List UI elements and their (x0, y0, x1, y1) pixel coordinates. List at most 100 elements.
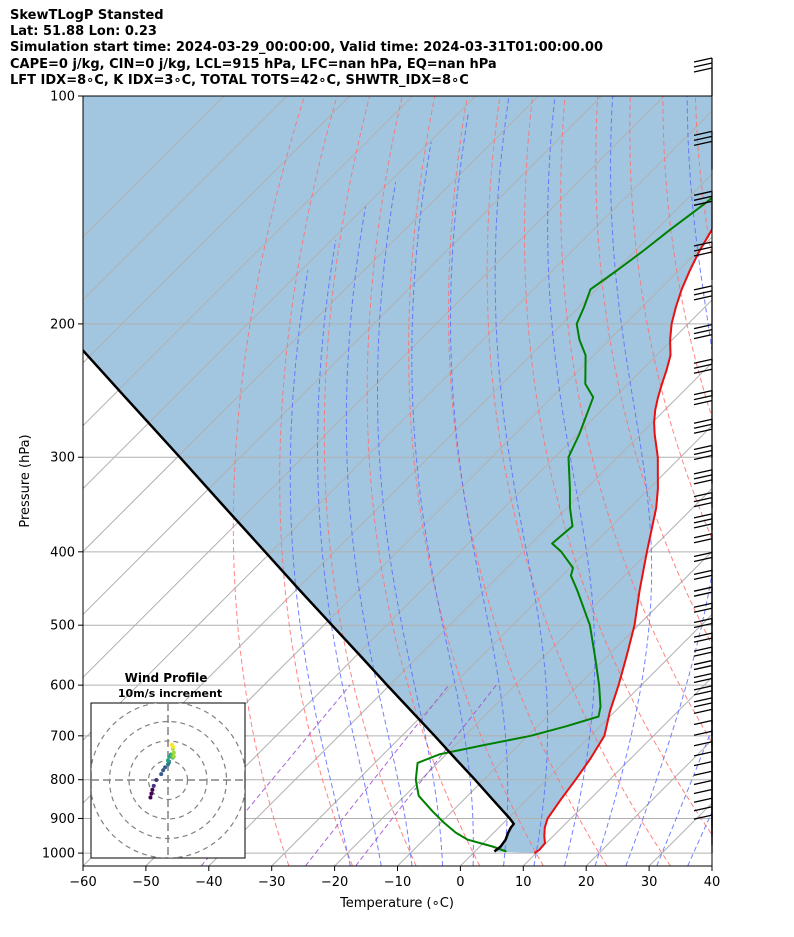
wind-barb (693, 469, 713, 508)
hodograph-plot (91, 703, 245, 858)
barb-flag (693, 444, 713, 451)
x-axis-label: Temperature (∘C) (339, 896, 454, 911)
y-tick-label: 600 (50, 679, 75, 694)
barb-flag (693, 651, 713, 657)
barb-flag (693, 518, 713, 524)
barb-flag (693, 67, 713, 73)
location-coordinates: Lat: 51.88 Lon: 0.23 (10, 24, 157, 40)
y-tick-label: 900 (50, 812, 75, 827)
hodograph-point (149, 791, 154, 796)
dry-adiabat (366, 96, 481, 866)
barb-flag (693, 685, 713, 691)
isotherm-line (271, 424, 712, 866)
parcel-profile (83, 348, 516, 853)
y-tick-label: 500 (50, 619, 75, 634)
plot-area (83, 96, 794, 866)
barb-flag (693, 622, 713, 629)
dry-adiabat (728, 96, 794, 866)
y-tick-label: 1000 (42, 847, 75, 862)
y-tick-label: 100 (50, 90, 75, 105)
barb-flag (693, 251, 713, 257)
x-tick-label: −40 (195, 875, 222, 890)
moist-adiabat (289, 270, 351, 866)
dry-adiabat (323, 96, 417, 866)
barb-flag (693, 479, 713, 485)
barb-flag (693, 702, 713, 708)
y-axis-label: Pressure (hPa) (18, 434, 33, 527)
barb-flag (693, 496, 713, 503)
barb-flag (693, 586, 713, 592)
barb-flag (693, 574, 713, 580)
wind-barb (693, 708, 713, 748)
y-tick-label: 400 (50, 545, 75, 560)
barb-flag (693, 241, 713, 247)
moist-adiabat (547, 96, 596, 866)
moist-adiabat (594, 96, 653, 866)
moist-adiabat (377, 182, 444, 866)
hodograph-point (148, 795, 153, 800)
isotherm-line (208, 362, 712, 866)
isotherm-line (83, 96, 539, 553)
barb-flag (693, 428, 713, 434)
x-tick-label: −20 (321, 875, 348, 890)
wind-barb (693, 814, 713, 854)
isotherm-line (83, 96, 602, 616)
mixing-ratio-line (355, 684, 497, 866)
barb-flag (693, 814, 713, 820)
hodograph-point (166, 758, 170, 763)
chart-title: SkewTLogP Stansted (10, 8, 164, 23)
barb-flag (693, 646, 713, 652)
wind-barb (693, 285, 713, 324)
moist-adiabat (345, 206, 413, 866)
hodograph-point (154, 778, 159, 782)
axes: −60 −50 −40 −30 −20 −10 0 10 20 30 40 1000 900 800 700… (42, 90, 720, 891)
dry-adiabat (486, 96, 672, 866)
barb-flag (693, 449, 713, 456)
mixing-ratio-line (200, 684, 351, 866)
barb-flag (693, 57, 713, 63)
barb-flag (693, 368, 713, 374)
barb-flag (693, 637, 713, 643)
barb-flag (693, 130, 713, 137)
barb-flag (693, 602, 713, 608)
barb-flag (693, 761, 713, 767)
hodograph-point (159, 772, 164, 777)
isotherm-line (522, 676, 712, 866)
stability-indices: LFT IDX=8∘C, K IDX=3∘C, TOTAL TOTS=42∘C,… (10, 72, 469, 88)
isotherm-line (83, 110, 712, 741)
hodograph-point (163, 765, 168, 770)
barb-flag (693, 399, 713, 406)
hodograph-point (169, 742, 174, 747)
barb-flag (693, 523, 713, 529)
moist-adiabat (625, 96, 712, 866)
x-tick-label: 10 (515, 875, 532, 890)
dry-adiabat (761, 96, 794, 866)
hodograph-title: Wind Profile (125, 671, 208, 685)
simulation-times: Simulation start time: 2024-03-29_00:00:… (10, 40, 603, 56)
dry-adiabat (408, 96, 544, 866)
moist-adiabat (317, 240, 382, 866)
x-tick-label: −10 (384, 875, 411, 890)
barb-flag (693, 551, 713, 558)
isotherm-line (83, 96, 414, 427)
barb-flag (693, 664, 713, 671)
barb-flag (693, 190, 713, 196)
dry-adiabat (232, 96, 305, 866)
barb-flag (693, 474, 713, 480)
barb-flag (693, 779, 713, 786)
convective-parameters: CAPE=0 j/kg, CIN=0 j/kg, LCL=915 hPa, LF… (10, 56, 497, 72)
x-tick-label: −30 (258, 875, 285, 890)
y-tick-label: 200 (50, 317, 75, 332)
barb-flag (693, 491, 713, 498)
isotherm-line (334, 487, 712, 866)
y-tick-label: 300 (50, 451, 75, 466)
wind-barb (693, 513, 713, 552)
barb-flag (693, 501, 713, 508)
barb-flag (693, 632, 713, 638)
dry-adiabat (524, 96, 712, 836)
dry-adiabat (560, 96, 712, 744)
barb-flag (693, 329, 713, 335)
wind-barb (693, 241, 713, 281)
dry-adiabat (629, 96, 712, 540)
hodograph-subtitle: 10m/s increment (118, 687, 222, 700)
